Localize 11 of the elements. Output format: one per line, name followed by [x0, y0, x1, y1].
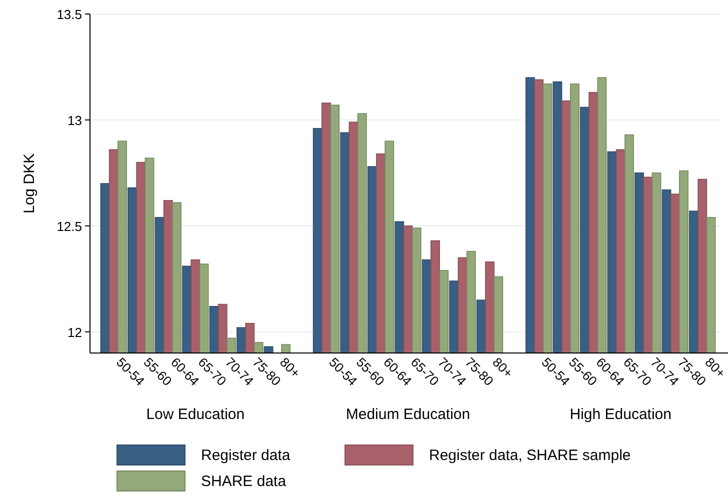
y-tick-label: 13.5	[56, 7, 82, 22]
y-tick-label: 12	[68, 324, 82, 340]
text: Medium Education	[346, 406, 470, 423]
legend-label: SHARE data	[201, 473, 287, 490]
text: High Education	[570, 406, 672, 423]
legend-label: Register data	[201, 447, 291, 464]
legend-label: Register data, SHARE sample	[429, 447, 631, 464]
text: Low Education	[146, 406, 245, 423]
y-axis-title: Log DKK	[21, 153, 38, 214]
y-tick-label: 13	[68, 112, 82, 128]
y-tick-label: 12.5	[56, 218, 82, 234]
